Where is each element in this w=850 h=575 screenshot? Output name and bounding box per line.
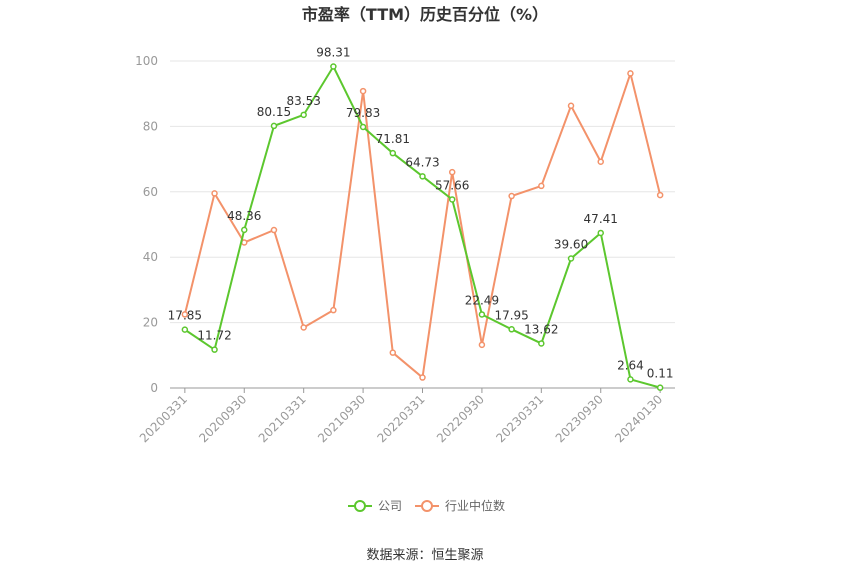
y-tick-label: 100 xyxy=(135,54,158,68)
data-label: 17.85 xyxy=(168,309,202,323)
data-point xyxy=(567,255,575,262)
data-point xyxy=(270,122,278,130)
data-point xyxy=(597,229,604,237)
x-tick-label: 20210930 xyxy=(315,392,368,445)
x-tick-label: 20230930 xyxy=(553,392,606,445)
data-label: 83.53 xyxy=(286,94,320,108)
data-point xyxy=(359,123,367,131)
data-label: 98.31 xyxy=(316,46,350,60)
data-label: 80.15 xyxy=(257,105,291,119)
chart-title: 市盈率（TTM）历史百分位（%） xyxy=(302,5,548,24)
data-point xyxy=(389,149,397,157)
x-tick-label: 20200331 xyxy=(137,392,190,445)
data-point xyxy=(359,87,367,95)
data-point xyxy=(448,196,456,203)
data-point xyxy=(330,306,337,314)
legend-label: 公司 xyxy=(378,499,402,513)
legend-swatch-marker xyxy=(354,500,366,512)
data-point xyxy=(508,326,515,333)
y-tick-label: 60 xyxy=(143,185,158,199)
data-point xyxy=(300,324,307,331)
grid xyxy=(170,60,675,324)
data-point xyxy=(448,168,456,176)
data-point xyxy=(181,311,189,318)
data-label: 47.41 xyxy=(584,212,618,226)
x-tick-label: 20200930 xyxy=(196,392,249,445)
legend[interactable]: 公司 行业中位数 xyxy=(348,498,505,513)
x-tick-label: 20230331 xyxy=(493,392,546,445)
data-point xyxy=(478,341,486,349)
x-axis: 20200331 20200930 20210331 20210930 20220331… xyxy=(137,387,675,445)
x-tick-label: 20220331 xyxy=(375,392,428,445)
data-label: 2.64 xyxy=(617,358,644,372)
data-point xyxy=(627,70,634,77)
data-point xyxy=(478,311,486,318)
data-point xyxy=(538,340,545,347)
data-point xyxy=(211,346,218,353)
legend-swatch-marker xyxy=(421,500,433,512)
data-point xyxy=(627,376,634,383)
data-label: 0.11 xyxy=(647,367,674,381)
data-point xyxy=(389,349,397,356)
data-label: 13.62 xyxy=(524,322,558,336)
x-tick-label: 20220930 xyxy=(434,392,487,445)
y-tick-label: 0 xyxy=(150,381,158,395)
y-axis: 0 20 40 60 80 100 xyxy=(135,54,158,395)
data-label: 79.83 xyxy=(346,106,380,120)
y-tick-label: 40 xyxy=(143,250,158,264)
data-point xyxy=(508,192,515,200)
data-point xyxy=(597,158,604,165)
legend-label: 行业中位数 xyxy=(445,498,505,513)
data-label: 64.73 xyxy=(405,155,439,169)
data-label: 48.36 xyxy=(227,209,261,223)
y-tick-label: 80 xyxy=(143,119,158,133)
data-point xyxy=(330,63,337,70)
data-label: 39.60 xyxy=(554,238,588,252)
data-point xyxy=(300,111,307,119)
data-point xyxy=(270,226,278,234)
data-point xyxy=(567,102,575,110)
data-point xyxy=(538,182,545,190)
data-label: 57.66 xyxy=(435,178,469,192)
data-point xyxy=(211,190,218,197)
data-label: 22.49 xyxy=(465,293,499,307)
source-note: 数据来源：恒生聚源 xyxy=(366,548,483,563)
data-point xyxy=(419,173,426,180)
x-tick-label: 20240130 xyxy=(612,392,665,445)
y-tick-label: 20 xyxy=(143,316,158,330)
data-point xyxy=(656,384,664,391)
legend-item-1[interactable]: 行业中位数 xyxy=(415,498,505,513)
data-point xyxy=(181,326,189,333)
data-label: 17.95 xyxy=(494,308,528,322)
data-point xyxy=(656,191,664,199)
x-tick-label: 20210331 xyxy=(256,392,309,445)
data-label: 11.72 xyxy=(197,329,231,343)
data-point xyxy=(241,226,248,234)
legend-item-0[interactable]: 公司 xyxy=(348,499,402,513)
data-label: 71.81 xyxy=(376,132,410,146)
data-point xyxy=(419,374,426,381)
